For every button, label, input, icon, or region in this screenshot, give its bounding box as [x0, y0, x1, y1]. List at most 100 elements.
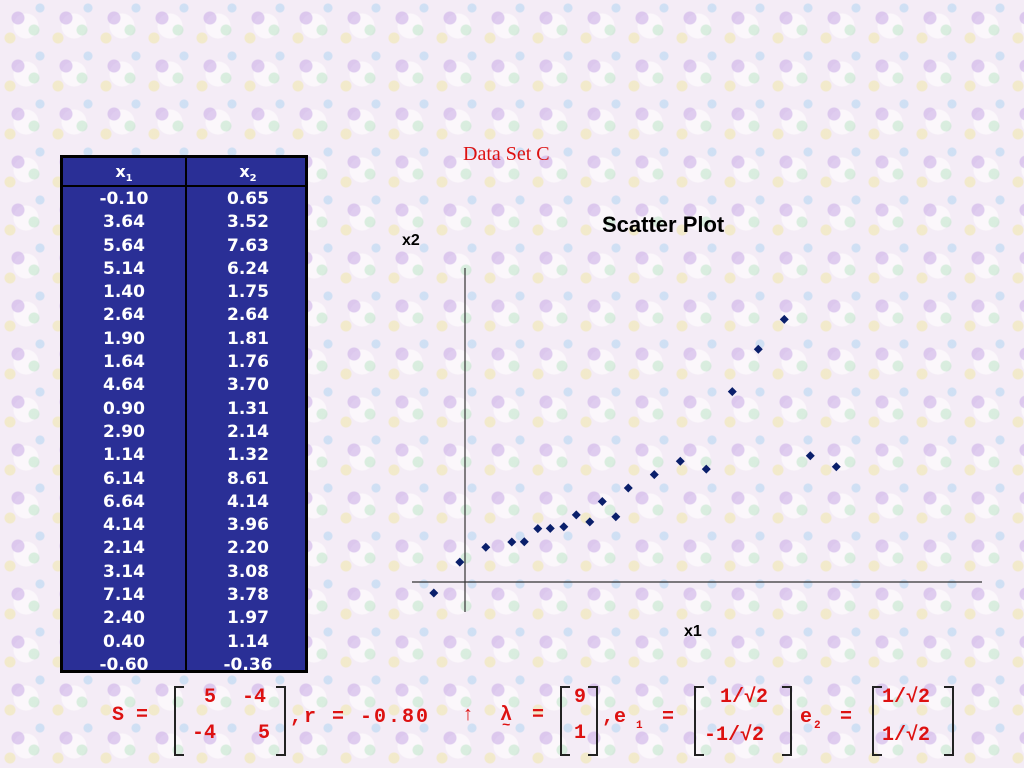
scatter-point: [571, 510, 581, 520]
s-matrix-left-bracket: [174, 686, 184, 756]
scatter-point: [429, 588, 439, 598]
e2-label: e: [800, 706, 813, 729]
scatter-point: [805, 451, 815, 461]
arrow-symbol: ↑: [462, 704, 475, 727]
table-cell-x1: 0.40: [103, 631, 145, 652]
table-cell-x2: 2.20: [227, 538, 269, 559]
scatter-point: [533, 524, 543, 534]
table-cell-x2: 3.70: [227, 375, 269, 396]
table-cell-x2: 0.65: [227, 189, 269, 209]
e1-value-1: 1/√2: [720, 686, 769, 709]
e1-value-2: -1/√2: [704, 724, 765, 747]
chart-title: Scatter Plot: [602, 212, 725, 237]
scatter-point: [455, 557, 465, 567]
s-matrix-11: 5: [204, 686, 217, 709]
table-cell-x1: 5.14: [103, 258, 145, 279]
lambda-equals: =: [532, 704, 545, 727]
s-matrix-right-bracket: [276, 686, 286, 756]
data-set-title: Data Set C: [463, 143, 550, 165]
column-x1: x1 -0.10 3.64 5.64 5.14 1.40 2.64 1.90 1.64 4.64…: [63, 158, 185, 675]
s-matrix-21: -4: [192, 722, 217, 745]
e1-label: ,e: [602, 706, 627, 729]
data-points: [429, 314, 841, 598]
table-cell-x2: 2.64: [227, 305, 269, 326]
scatter-point: [779, 314, 789, 324]
table-header-divider: [63, 185, 305, 187]
e2-equals: =: [840, 706, 853, 729]
table-cell-x1: 1.64: [103, 352, 145, 373]
table-cell-x1: 4.14: [103, 515, 145, 536]
table-cell-x2: 1.75: [227, 282, 269, 303]
y-axis-label: x2: [402, 232, 420, 249]
table-cell-x1: 0.90: [103, 398, 145, 419]
table-cell-x2: -0.36: [223, 654, 273, 675]
e2-value-2: 1/√2: [882, 724, 931, 747]
table-cell-x2: 6.24: [227, 258, 269, 279]
scatter-point: [831, 462, 841, 472]
table-cell-x2: 8.61: [227, 468, 269, 489]
scatter-point: [507, 537, 517, 547]
e1-subscript: 1: [636, 720, 643, 732]
table-cell-x1: 2.14: [103, 538, 145, 559]
data-table: x1 -0.10 3.64 5.64 5.14 1.40 2.64 1.90 1.64 4.64…: [60, 155, 309, 675]
table-cell-x1: 2.90: [103, 421, 145, 442]
e2-value-1: 1/√2: [882, 686, 931, 709]
formula-row: S = 5 -4 -4 5 ,r = -0.80 ↑ λ ~ = 9 1 ,e …: [112, 680, 972, 760]
table-cell-x1: 4.64: [103, 375, 145, 396]
e1-right-bracket: [782, 686, 792, 756]
table-cell-x2: 1.31: [227, 398, 269, 419]
scatter-point: [519, 537, 529, 547]
table-cell-x2: 1.81: [227, 328, 269, 349]
scatter-point: [623, 483, 633, 493]
e1-equals: =: [662, 706, 675, 729]
x-axis-label: x1: [684, 623, 702, 640]
table-cell-x1: 3.64: [103, 212, 145, 233]
table-cell-x1: 1.14: [103, 445, 145, 466]
table-cell-x1: 6.14: [103, 468, 145, 489]
lambda-label: λ: [500, 704, 513, 727]
table-cell-x1: 2.40: [103, 608, 145, 629]
scatter-point: [585, 517, 595, 527]
column-x2-cells: 0.65 3.52 7.63 6.24 1.75 2.64 1.81 1.76 3.70 1.31…: [187, 188, 309, 677]
scatter-point: [545, 523, 555, 533]
s-matrix-12: -4: [242, 686, 267, 709]
scatter-point: [611, 512, 621, 522]
header-x2: x2: [239, 162, 257, 185]
table-cell-x1: 3.14: [103, 561, 145, 582]
scatter-point: [675, 456, 685, 466]
table-cell-x2: 3.78: [227, 585, 269, 606]
table-cell-x2: 3.52: [227, 212, 269, 233]
scatter-point: [559, 522, 569, 532]
lambda-right-bracket: [588, 686, 598, 756]
table-cell-x2: 3.08: [227, 561, 269, 582]
table-cell-x2: 4.14: [227, 491, 269, 512]
lambda-left-bracket: [560, 686, 570, 756]
lambda-1: 9: [574, 686, 587, 709]
scatter-point: [597, 496, 607, 506]
s-matrix-22: 5: [258, 722, 271, 745]
r-text: ,r = -0.80: [290, 706, 431, 729]
column-x2: x2 0.65 3.52 7.63 6.24 1.75 2.64 1.81 1.76 3.70 1…: [187, 158, 309, 675]
s-label: S =: [112, 704, 149, 727]
table-cell-x2: 1.32: [227, 445, 269, 466]
lambda-2: 1: [574, 722, 587, 745]
scatter-point: [481, 542, 491, 552]
lambda-tilde: ~: [502, 718, 511, 734]
e1-left-bracket: [694, 686, 704, 756]
table-cell-x1: -0.60: [99, 654, 149, 675]
column-x1-cells: -0.10 3.64 5.64 5.14 1.40 2.64 1.90 1.64 4.64 0.9…: [63, 188, 185, 677]
header-x1: x1: [115, 162, 133, 185]
table-column-divider: [185, 158, 187, 670]
scatter-point: [727, 387, 737, 397]
e2-left-bracket: [872, 686, 882, 756]
e2-right-bracket: [944, 686, 954, 756]
table-cell-x1: -0.10: [99, 189, 149, 209]
e2-subscript: 2: [814, 720, 821, 732]
table-cell-x2: 2.14: [227, 421, 269, 442]
scatter-point: [701, 464, 711, 474]
table-cell-x2: 7.63: [227, 235, 269, 256]
table-cell-x2: 1.76: [227, 352, 269, 373]
table-cell-x1: 2.64: [103, 305, 145, 326]
table-cell-x2: 1.97: [227, 608, 269, 629]
